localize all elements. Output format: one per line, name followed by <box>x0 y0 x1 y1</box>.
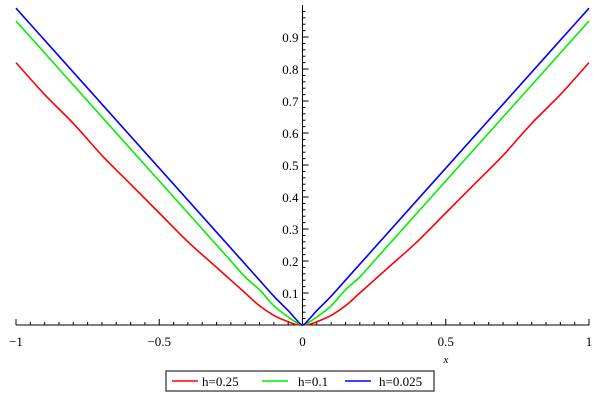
y-tick-label: 0.2 <box>282 254 298 269</box>
y-tick-label: 0.7 <box>282 94 299 109</box>
legend-label: h=0.1 <box>298 374 328 389</box>
x-tick-label: −1 <box>9 334 23 349</box>
x-tick-label: −0.5 <box>147 334 171 349</box>
x-tick-label: 0 <box>299 334 306 349</box>
legend-label: h=0.25 <box>202 374 239 389</box>
y-tick-label: 0.5 <box>282 158 298 173</box>
axes <box>15 5 590 326</box>
y-tick-label: 0.8 <box>282 62 298 77</box>
y-tick-label: 0.4 <box>282 190 299 205</box>
legend-label: h=0.025 <box>379 374 422 389</box>
legend: h=0.25 h=0.1 h=0.025 <box>165 370 435 392</box>
series-layer <box>15 7 590 326</box>
y-tick-label: 0.3 <box>282 222 298 237</box>
y-tick-label: 0.9 <box>282 30 298 45</box>
series-line-2 <box>15 7 590 326</box>
labels-layer: −1 −0.5 0 0.5 1 0.1 0.2 0.3 0.4 0.5 0.6 0.7 0.8 0.9 x <box>9 30 592 366</box>
x-tick-label: 0.5 <box>438 334 454 349</box>
x-tick-label: 1 <box>586 334 593 349</box>
legend-box <box>165 370 435 392</box>
y-tick-label: 0.6 <box>282 126 299 141</box>
x-axis-title: x <box>443 354 449 366</box>
y-tick-label: 0.1 <box>282 286 298 301</box>
